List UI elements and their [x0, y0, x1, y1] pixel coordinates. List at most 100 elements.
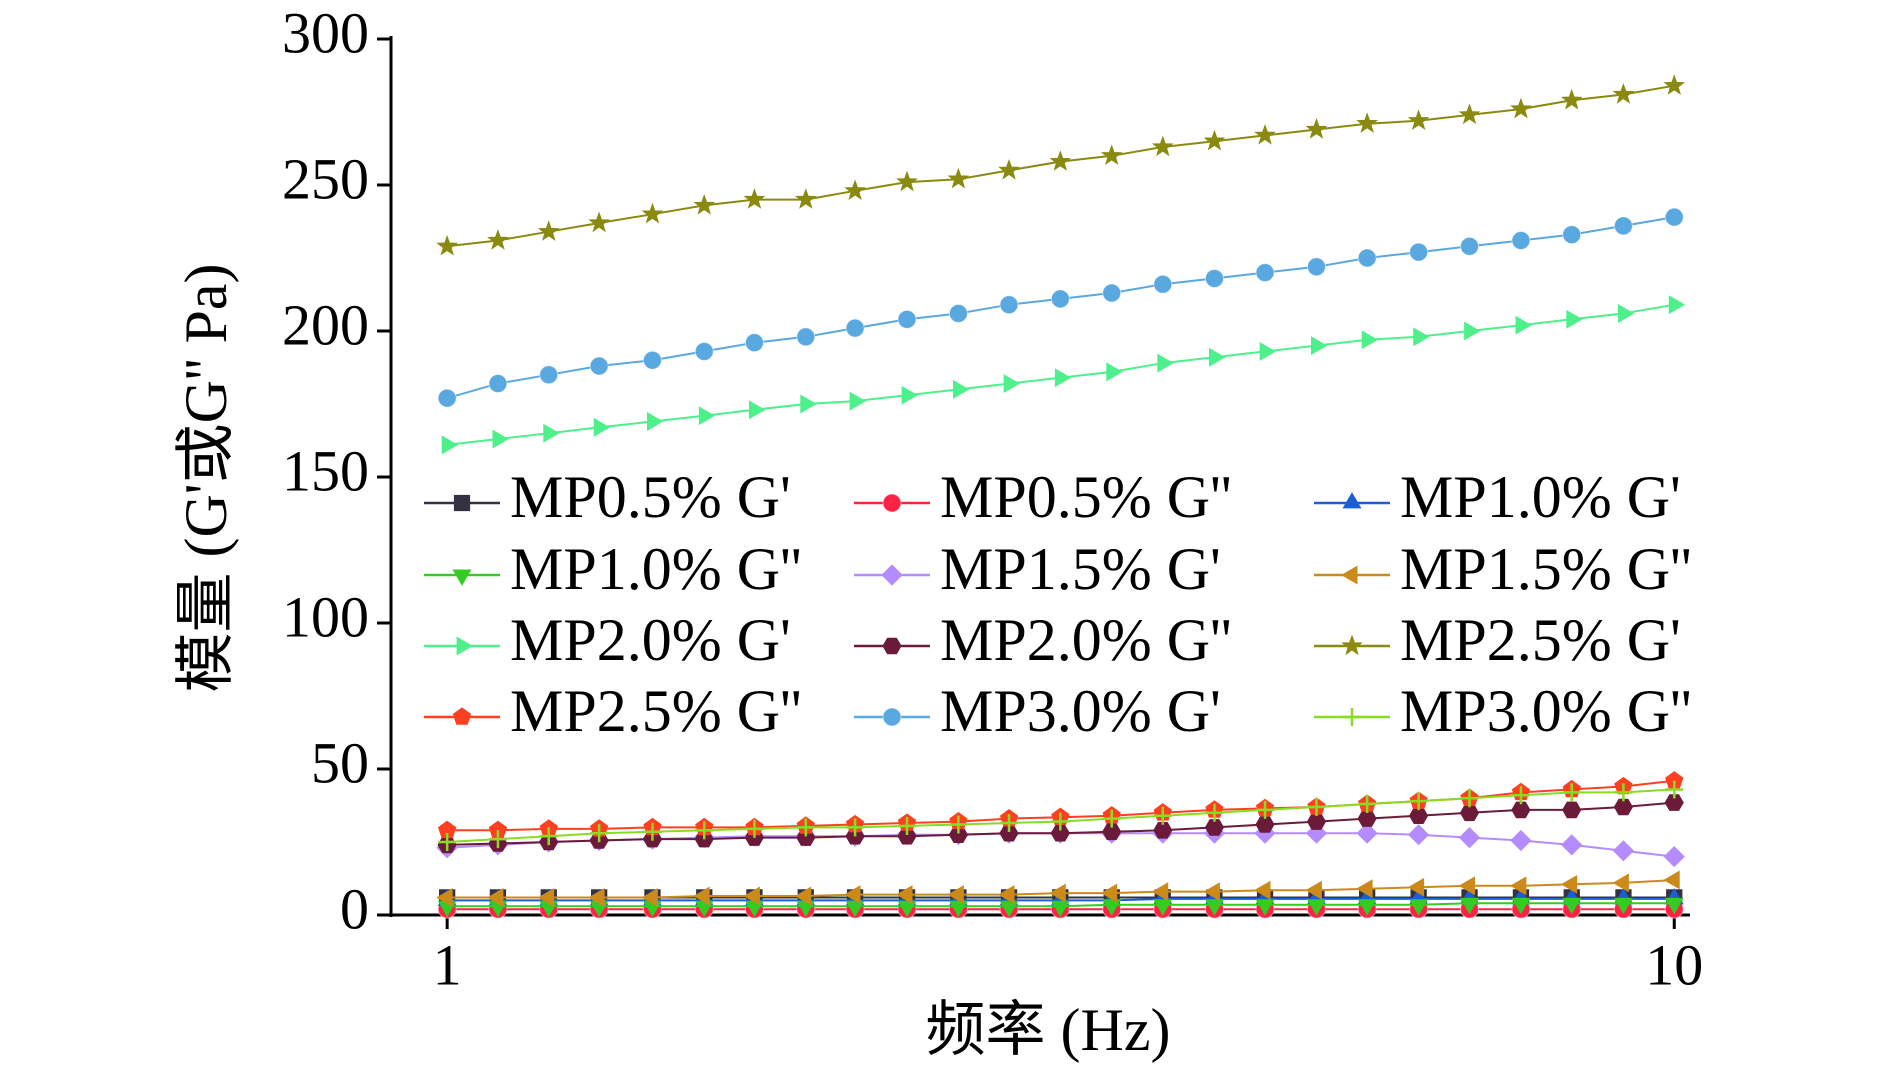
marker [1259, 342, 1276, 361]
marker [795, 188, 817, 209]
marker [693, 886, 710, 906]
marker [487, 229, 509, 250]
x-tick-label: 1 [433, 932, 462, 997]
marker [1307, 899, 1326, 916]
marker [589, 356, 609, 376]
marker [588, 211, 610, 233]
marker [1050, 824, 1070, 842]
marker [1157, 353, 1174, 373]
marker [948, 900, 968, 918]
marker [1102, 823, 1122, 841]
marker [796, 818, 815, 837]
y-tick-label: 300 [282, 0, 369, 65]
marker [1049, 150, 1072, 171]
marker [745, 819, 764, 838]
marker [1458, 876, 1475, 896]
marker [1050, 900, 1070, 918]
marker [1459, 804, 1480, 822]
marker [882, 493, 902, 513]
legend-label: MP1.0% G'' [510, 536, 802, 602]
legend-label: MP3.0% G' [940, 678, 1221, 744]
legend-label: MP1.5% G'' [1400, 536, 1692, 602]
marker [1343, 708, 1361, 726]
marker [1511, 897, 1531, 915]
marker [436, 234, 458, 256]
marker [897, 900, 917, 918]
y-tick-label: 100 [282, 584, 369, 649]
marker [743, 886, 760, 906]
marker [1151, 135, 1174, 157]
y-tick-label: 200 [282, 292, 369, 357]
marker [488, 830, 507, 849]
marker [1458, 103, 1481, 125]
marker [744, 333, 764, 353]
legend-label: MP2.0% G'' [940, 607, 1232, 673]
marker [492, 429, 509, 449]
legend-label: MP1.0% G' [1400, 464, 1681, 530]
legend-label: MP3.0% G'' [1400, 678, 1692, 744]
marker [1153, 899, 1173, 916]
marker [1357, 810, 1377, 827]
marker [1255, 263, 1275, 283]
marker [539, 365, 559, 385]
marker [1509, 876, 1527, 896]
marker [999, 900, 1019, 918]
marker [1204, 268, 1224, 288]
marker [441, 435, 458, 455]
legend-label: MP2.5% G' [1400, 607, 1681, 673]
marker [1306, 257, 1326, 277]
marker [543, 423, 560, 443]
marker [1342, 492, 1362, 509]
marker [1510, 829, 1532, 852]
marker [456, 636, 473, 656]
marker [1409, 792, 1428, 811]
marker [537, 888, 555, 907]
marker [1106, 362, 1123, 382]
marker [1613, 897, 1633, 915]
marker [1254, 124, 1276, 145]
marker [1664, 897, 1684, 915]
marker [743, 188, 766, 209]
marker [844, 885, 861, 904]
marker [1000, 814, 1019, 833]
marker [1102, 283, 1122, 303]
marker [1464, 321, 1481, 341]
x-tick-label: 10 [1645, 932, 1703, 997]
marker [1413, 327, 1430, 347]
y-axis-label: 模量 (G'或G'' Pa) [173, 263, 239, 692]
marker [590, 824, 609, 843]
marker [1511, 230, 1531, 250]
marker [1051, 812, 1070, 831]
marker [882, 637, 902, 655]
marker [1361, 330, 1378, 350]
marker [1407, 824, 1430, 846]
marker [1668, 295, 1686, 315]
marker [947, 885, 964, 904]
marker [1357, 899, 1377, 916]
marker [1612, 873, 1629, 893]
marker [1510, 97, 1532, 119]
marker [1664, 207, 1684, 227]
marker [1460, 897, 1479, 915]
y-tick-label: 150 [282, 438, 369, 503]
marker [438, 833, 457, 851]
marker [897, 309, 917, 329]
marker [593, 417, 610, 437]
marker [1562, 783, 1581, 802]
marker [1209, 347, 1226, 367]
marker [1618, 304, 1635, 323]
marker [1613, 216, 1633, 236]
marker [1663, 74, 1686, 95]
marker [1357, 248, 1377, 268]
marker [901, 385, 918, 405]
marker [1409, 242, 1429, 262]
marker [1663, 845, 1685, 868]
marker [1407, 109, 1430, 131]
marker [1050, 289, 1070, 309]
marker [844, 179, 866, 200]
marker [800, 394, 817, 414]
legend-label: MP1.5% G' [940, 536, 1221, 602]
marker [1311, 336, 1328, 356]
marker [1100, 883, 1118, 903]
marker [1458, 826, 1481, 849]
